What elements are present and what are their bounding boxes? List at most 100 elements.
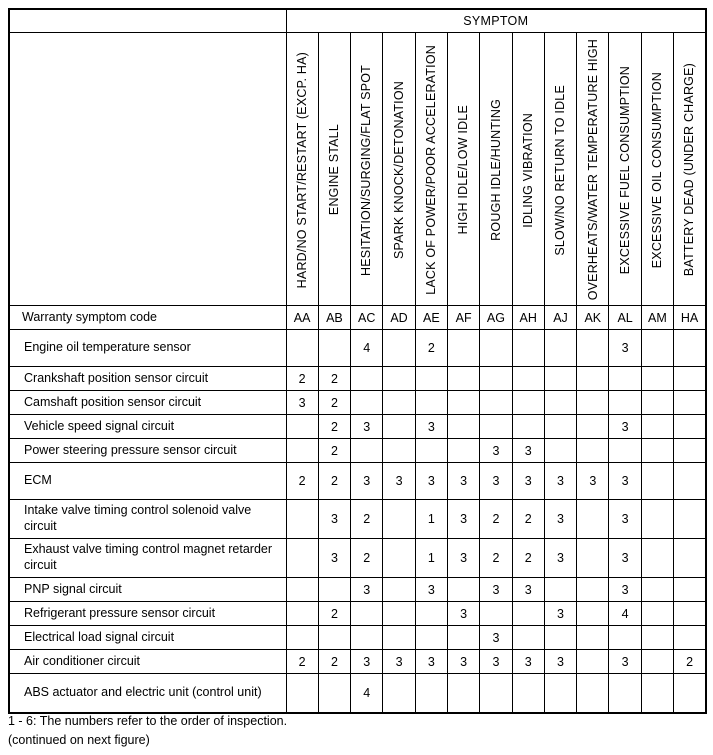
inspection-order-cell: [608, 390, 642, 415]
component-label: Engine oil temperature sensor: [8, 329, 287, 367]
inspection-order-cell: [673, 414, 707, 439]
inspection-order-cell: 4: [608, 601, 642, 626]
inspection-order-cell: [511, 329, 545, 367]
inspection-order-cell: 3: [608, 414, 642, 439]
corner-blank-cell: [8, 8, 287, 33]
inspection-order-cell: [673, 390, 707, 415]
table-row: ABS actuator and electric unit (control …: [8, 673, 707, 714]
component-label: Air conditioner circuit: [8, 649, 287, 674]
inspection-order-cell: [414, 438, 448, 463]
inspection-order-cell: [382, 577, 416, 602]
symptom-column-header-aa: HARD/NO START/RESTART (EXCP. HA): [285, 32, 319, 306]
inspection-order-cell: 3: [543, 462, 578, 500]
inspection-order-cell: [382, 673, 416, 714]
inspection-order-cell: [511, 673, 545, 714]
inspection-order-cell: 2: [317, 649, 352, 674]
table-row: Camshaft position sensor circuit 3 2: [8, 390, 707, 415]
symptom-column-header-ah: IDLING VIBRATION: [511, 32, 545, 306]
inspection-order-cell: 3: [317, 538, 352, 578]
inspection-order-cell: [350, 601, 384, 626]
inspection-order-cell: [673, 462, 707, 500]
inspection-order-cell: [382, 625, 416, 650]
inspection-order-cell: [511, 601, 545, 626]
inspection-order-cell: [285, 538, 319, 578]
inspection-order-cell: 3: [350, 462, 384, 500]
inspection-order-cell: [640, 438, 675, 463]
symptom-column-header-label: EXCESSIVE FUEL CONSUMPTION: [617, 65, 632, 275]
inspection-order-cell: [285, 414, 319, 439]
inspection-order-cell: 2: [673, 649, 707, 674]
inspection-order-cell: 1: [414, 499, 448, 539]
inspection-order-cell: 3: [511, 577, 545, 602]
symptom-group-header: SYMPTOM: [285, 8, 707, 33]
inspection-order-cell: [446, 673, 481, 714]
symptom-column-header-am: EXCESSIVE OIL CONSUMPTION: [640, 32, 675, 306]
inspection-order-cell: 3: [414, 577, 448, 602]
warranty-code-cell: AC: [350, 305, 384, 330]
symptom-column-header-label: HESITATION/SURGING/FLAT SPOT: [359, 64, 374, 276]
inspection-order-cell: 3: [414, 649, 448, 674]
inspection-order-cell: [576, 414, 610, 439]
inspection-order-cell: 3: [446, 649, 481, 674]
inspection-order-cell: [673, 673, 707, 714]
inspection-order-cell: [350, 625, 384, 650]
warranty-code-cell: AD: [382, 305, 416, 330]
inspection-order-cell: 3: [543, 649, 578, 674]
inspection-order-cell: [673, 538, 707, 578]
inspection-order-cell: 3: [608, 577, 642, 602]
inspection-order-cell: 3: [608, 538, 642, 578]
symptom-column-header-label: ENGINE STALL: [327, 124, 342, 216]
inspection-order-cell: [382, 538, 416, 578]
inspection-order-cell: [479, 601, 513, 626]
inspection-order-cell: [446, 438, 481, 463]
table-row: Crankshaft position sensor circuit 2 2: [8, 366, 707, 391]
symptom-column-header-ac: HESITATION/SURGING/FLAT SPOT: [350, 32, 384, 306]
inspection-order-cell: [543, 329, 578, 367]
table-row: Vehicle speed signal circuit 2 3 3 3: [8, 414, 707, 439]
symptom-column-header-ha: BATTERY DEAD (UNDER CHARGE): [673, 32, 707, 306]
component-label: Power steering pressure sensor circuit: [8, 438, 287, 463]
component-label: ECM: [8, 462, 287, 500]
inspection-order-cell: 2: [285, 366, 319, 391]
inspection-order-cell: [543, 414, 578, 439]
table-head: SYMPTOM HARD/NO START/RESTART (EXCP. HA)…: [8, 8, 707, 330]
table-row: PNP signal circuit 3 3 3 3 3: [8, 577, 707, 602]
inspection-order-cell: [543, 577, 578, 602]
inspection-order-cell: 3: [382, 462, 416, 500]
component-label: ABS actuator and electric unit (control …: [8, 673, 287, 714]
inspection-order-cell: [382, 601, 416, 626]
inspection-order-cell: 3: [511, 649, 545, 674]
component-label: Intake valve timing control solenoid val…: [8, 499, 287, 539]
symptom-column-header-ab: ENGINE STALL: [317, 32, 352, 306]
inspection-order-cell: [414, 673, 448, 714]
inspection-order-cell: [317, 673, 352, 714]
warranty-code-label: Warranty symptom code: [8, 305, 287, 330]
inspection-order-cell: 2: [285, 462, 319, 500]
symptom-column-header-label: OVERHEATS/WATER TEMPERATURE HIGH: [585, 39, 600, 301]
inspection-order-cell: 3: [576, 462, 610, 500]
inspection-order-cell: [640, 366, 675, 391]
warranty-code-cell: AL: [608, 305, 642, 330]
inspection-order-cell: [511, 414, 545, 439]
inspection-order-cell: 3: [446, 538, 481, 578]
inspection-order-cell: [446, 625, 481, 650]
warranty-code-cell: AF: [446, 305, 481, 330]
inspection-order-cell: [479, 366, 513, 391]
symptom-column-header-label: IDLING VIBRATION: [520, 112, 535, 228]
inspection-order-cell: [446, 366, 481, 391]
rotated-header-row: HARD/NO START/RESTART (EXCP. HA) ENGINE S…: [8, 32, 707, 306]
inspection-order-cell: 2: [317, 462, 352, 500]
inspection-order-cell: 2: [479, 538, 513, 578]
inspection-order-cell: [350, 366, 384, 391]
inspection-order-cell: [317, 577, 352, 602]
inspection-order-cell: 3: [382, 649, 416, 674]
inspection-order-cell: 3: [479, 462, 513, 500]
component-label: Exhaust valve timing control magnet reta…: [8, 538, 287, 578]
diagnostic-symptom-table: SYMPTOM HARD/NO START/RESTART (EXCP. HA)…: [8, 8, 708, 714]
inspection-order-cell: [673, 438, 707, 463]
table-row: ECM 2 2 3 3 3 3 3 3 3 3 3: [8, 462, 707, 500]
inspection-order-cell: [285, 438, 319, 463]
component-label: Refrigerant pressure sensor circuit: [8, 601, 287, 626]
inspection-order-cell: 2: [511, 499, 545, 539]
symptom-column-header-al: EXCESSIVE FUEL CONSUMPTION: [608, 32, 642, 306]
